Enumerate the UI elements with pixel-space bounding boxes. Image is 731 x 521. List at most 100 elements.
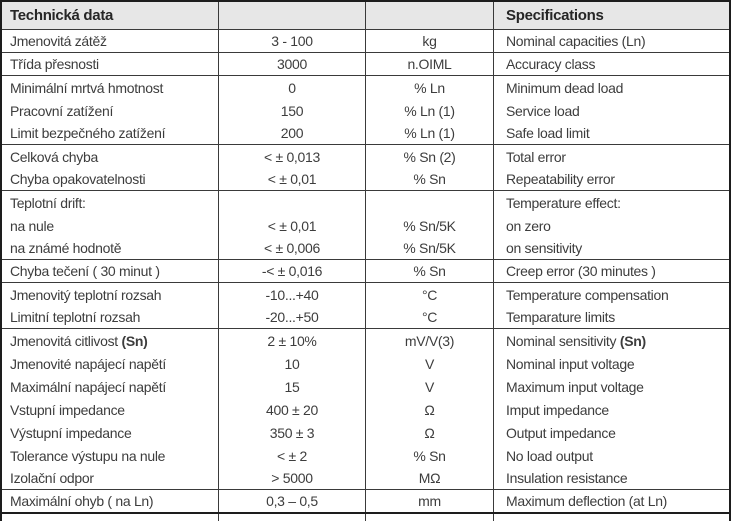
row-unit: Ω xyxy=(365,398,493,421)
row-label-czech: Izolační odpor xyxy=(10,470,94,486)
cutoff-col3 xyxy=(365,514,493,521)
table-row: Celková chyba < ± 0,013 % Sn (2) Total e… xyxy=(2,145,729,168)
row-value: < ± 0,013 xyxy=(218,145,365,168)
table-cutoff-strip xyxy=(2,514,729,521)
row-unit: % Sn xyxy=(365,260,493,282)
table-row: Minimální mrtvá hmotnost 0 % Ln Minimum … xyxy=(2,76,729,99)
row-label-czech: Jmenovitá citlivost (Sn) xyxy=(10,332,148,349)
row-unit: °C xyxy=(365,283,493,306)
row-label-english: Maximum deflection (at Ln) xyxy=(493,490,729,512)
row-label-czech: Výstupní impedance xyxy=(10,424,132,441)
row-unit: V xyxy=(365,352,493,375)
row-label-czech: Třída přesnosti xyxy=(10,56,99,72)
table-row: Jmenovité napájecí napětí 10 V Nominal i… xyxy=(2,352,729,375)
row-value: 2 ± 10% xyxy=(218,329,365,352)
header-english-title: Specifications xyxy=(493,2,729,29)
row-value: -10...+40 xyxy=(218,283,365,306)
row-unit: % Ln xyxy=(365,76,493,99)
row-label-english: Service load xyxy=(493,99,729,122)
row-label-english: Temparature limits xyxy=(493,306,729,328)
row-label-czech: Minimální mrtvá hmotnost xyxy=(10,79,164,96)
table-row: Pracovní zatížení 150 % Ln (1) Service l… xyxy=(2,99,729,122)
row-unit: % Ln (1) xyxy=(365,122,493,144)
row-value: 0,3 – 0,5 xyxy=(218,490,365,512)
row-label-english: Temperature effect: xyxy=(493,191,729,214)
row-value: 150 xyxy=(218,99,365,122)
row-unit: n.OIML xyxy=(365,53,493,75)
row-label-english: Minimum dead load xyxy=(493,76,729,99)
row-value: 15 xyxy=(218,375,365,398)
table-row: Jmenovitá zátěž 3 - 100 kg Nominal capac… xyxy=(2,30,729,53)
row-label-czech: na nule xyxy=(10,217,54,234)
row-label-english: Creep error (30 minutes ) xyxy=(493,260,729,282)
table-row: na nule < ± 0,01 % Sn/5K on zero xyxy=(2,214,729,237)
row-label-czech: Chyba opakovatelnosti xyxy=(10,171,146,187)
row-unit: kg xyxy=(365,30,493,52)
table-row: Chyba opakovatelnosti < ± 0,01 % Sn Repe… xyxy=(2,168,729,191)
row-value xyxy=(218,191,365,214)
row-label-czech: Vstupní impedance xyxy=(10,401,125,418)
row-label-czech: Chyba tečení ( 30 minut ) xyxy=(10,263,160,279)
row-label-czech: Limitní teplotní rozsah xyxy=(10,309,141,325)
table-row: Jmenovitý teplotní rozsah -10...+40 °C T… xyxy=(2,283,729,306)
row-label-czech: Maximální ohyb ( na Ln) xyxy=(10,493,154,509)
row-unit: % Sn xyxy=(365,444,493,467)
row-label-czech: Celková chyba xyxy=(10,148,98,165)
row-label-czech: Jmenovitý teplotní rozsah xyxy=(10,286,162,303)
row-unit xyxy=(365,191,493,214)
row-unit: % Sn (2) xyxy=(365,145,493,168)
table-row: Maximální ohyb ( na Ln) 0,3 – 0,5 mm Max… xyxy=(2,490,729,514)
row-value: 3000 xyxy=(218,53,365,75)
row-label-english: Maximum input voltage xyxy=(493,375,729,398)
row-unit: % Sn/5K xyxy=(365,237,493,259)
header-value-cell xyxy=(218,2,365,29)
table-row: Teplotní drift: Temperature effect: xyxy=(2,191,729,214)
row-label-english: Nominal sensitivity (Sn) xyxy=(493,329,729,352)
row-label-english: Output impedance xyxy=(493,421,729,444)
cutoff-col2 xyxy=(218,514,365,521)
row-label-english: Insulation resistance xyxy=(493,467,729,489)
row-label-english: Nominal capacities (Ln) xyxy=(493,30,729,52)
row-unit: mV/V(3) xyxy=(365,329,493,352)
row-label-english: No load output xyxy=(493,444,729,467)
table-row: Tolerance výstupu na nule < ± 2 % Sn No … xyxy=(2,444,729,467)
table-row: Výstupní impedance 350 ± 3 Ω Output impe… xyxy=(2,421,729,444)
table-body: Jmenovitá zátěž 3 - 100 kg Nominal capac… xyxy=(2,30,729,514)
row-unit: % Sn/5K xyxy=(365,214,493,237)
row-label-czech: Jmenovité napájecí napětí xyxy=(10,355,166,372)
table-row: Vstupní impedance 400 ± 20 Ω Imput imped… xyxy=(2,398,729,421)
row-label-english: Nominal input voltage xyxy=(493,352,729,375)
row-label-english: Repeatability error xyxy=(493,168,729,190)
row-value: 3 - 100 xyxy=(218,30,365,52)
row-value: < ± 0,006 xyxy=(218,237,365,259)
header-unit-cell xyxy=(365,2,493,29)
table-row: Chyba tečení ( 30 minut ) -< ± 0,016 % S… xyxy=(2,260,729,283)
table-row: Maximální napájecí napětí 15 V Maximum i… xyxy=(2,375,729,398)
row-unit: % Ln (1) xyxy=(365,99,493,122)
row-unit: V xyxy=(365,375,493,398)
row-unit: mm xyxy=(365,490,493,512)
row-value: < ± 0,01 xyxy=(218,168,365,190)
table-row: Třída přesnosti 3000 n.OIML Accuracy cla… xyxy=(2,53,729,76)
row-value: < ± 0,01 xyxy=(218,214,365,237)
table-row: Limit bezpečného zatížení 200 % Ln (1) S… xyxy=(2,122,729,145)
row-label-english: on sensitivity xyxy=(493,237,729,259)
cutoff-col1 xyxy=(2,514,218,521)
row-label-czech: Maximální napájecí napětí xyxy=(10,378,166,395)
row-value: > 5000 xyxy=(218,467,365,489)
cutoff-col4 xyxy=(493,514,729,521)
row-value: -< ± 0,016 xyxy=(218,260,365,282)
row-value: 10 xyxy=(218,352,365,375)
row-label-czech: Jmenovitá zátěž xyxy=(10,33,107,49)
row-label-czech: Pracovní zatížení xyxy=(10,102,114,119)
table-row: na známé hodnotě < ± 0,006 % Sn/5K on se… xyxy=(2,237,729,260)
row-value: 200 xyxy=(218,122,365,144)
row-label-english: Accuracy class xyxy=(493,53,729,75)
row-label-english: on zero xyxy=(493,214,729,237)
row-label-czech: Teplotní drift: xyxy=(10,194,86,211)
row-value: 0 xyxy=(218,76,365,99)
header-czech-title: Technická data xyxy=(10,7,114,24)
row-unit: MΩ xyxy=(365,467,493,489)
